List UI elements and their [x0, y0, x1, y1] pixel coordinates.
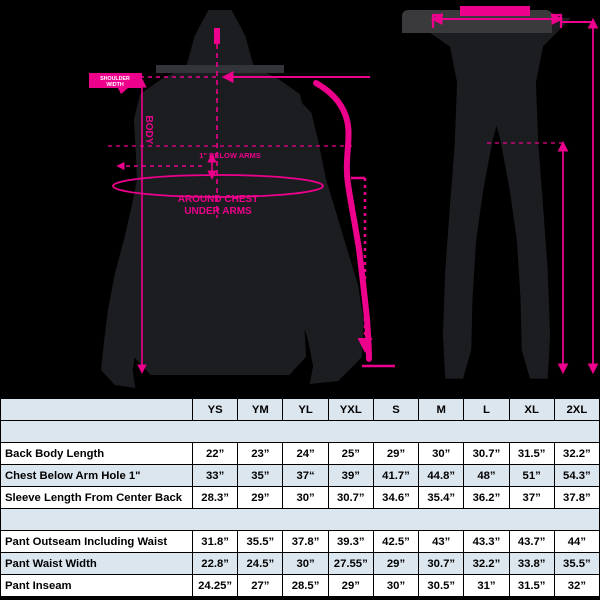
svg-text:BODY: BODY — [143, 116, 154, 145]
svg-text:WIDTH: WIDTH — [106, 82, 124, 88]
svg-text:AROUND CHEST: AROUND CHEST — [178, 194, 259, 205]
svg-text:UNDER ARMS: UNDER ARMS — [184, 206, 252, 217]
svg-text:1" BELOW ARMS: 1" BELOW ARMS — [199, 151, 261, 160]
